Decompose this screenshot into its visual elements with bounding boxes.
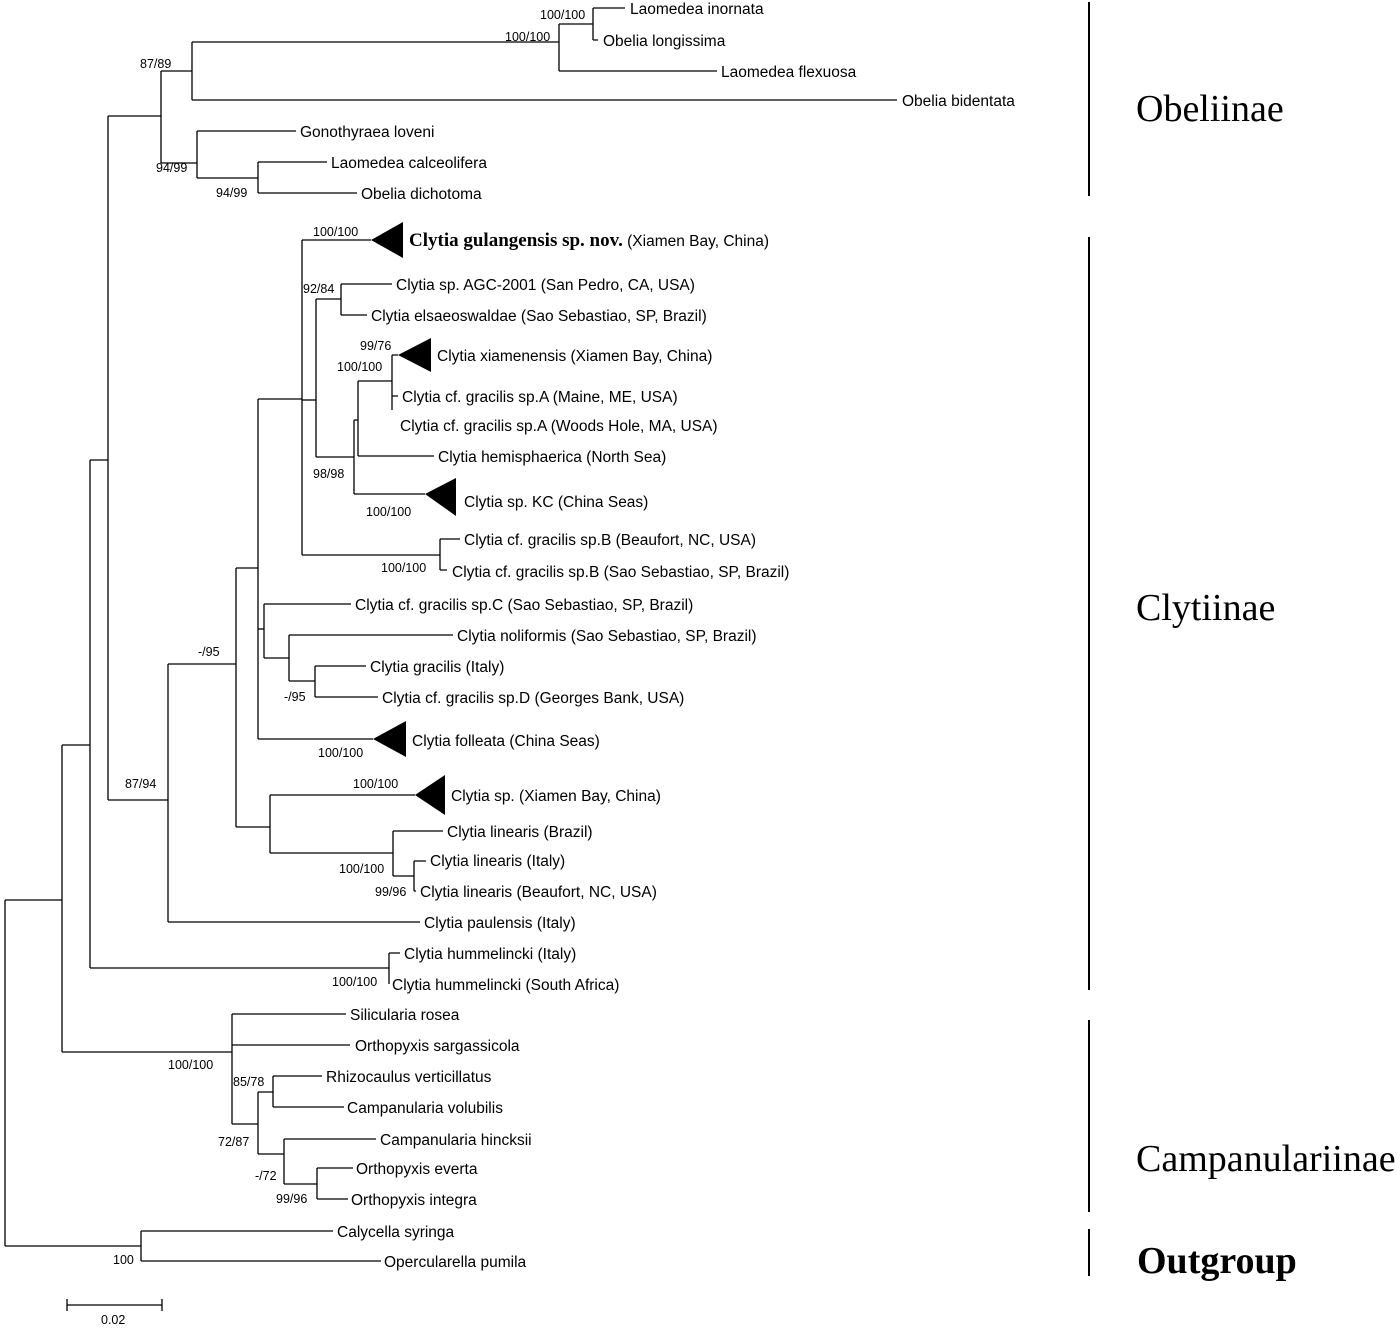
support-value: -/95 [284,690,306,704]
taxon-label: Clytia hummelincki (Italy) [404,946,576,963]
taxon-label: Obelia dichotoma [361,186,482,203]
taxon-label: Orthopyxis everta [356,1161,478,1178]
taxon-locality: (Xiamen Bay, China) [623,233,769,250]
taxon-name-bold: Clytia gulangensis sp. nov. [409,230,623,251]
taxon-label: Clytia sp. KC (China Seas) [464,494,648,511]
support-value: 100/100 [540,8,585,22]
taxon-label: Clytia elsaeoswaldae (Sao Sebastiao, SP,… [371,308,707,325]
collapsed-clade-triangle [371,222,403,258]
support-value: 99/96 [375,885,406,899]
collapsed-clade-triangle [425,478,456,516]
support-value: 100/100 [339,862,384,876]
group-brackets: Obeliinae Clytiinae Campanulariinae Outg… [1088,2,1396,1282]
taxon-label: Clytia cf. gracilis sp.C (Sao Sebastiao,… [355,597,693,614]
collapsed-clade-triangle [398,338,431,372]
taxon-label: Laomedea inornata [630,1,764,18]
scale-bar: 0.02 [66,1299,163,1327]
support-value: 100/100 [505,30,550,44]
support-value: 100/100 [313,225,358,239]
taxon-label: Silicularia rosea [350,1007,460,1024]
support-value: 100/100 [381,561,426,575]
taxon-label-new-species: Clytia gulangensis sp. nov. (Xiamen Bay,… [409,230,769,251]
taxon-label: Clytia folleata (China Seas) [412,733,600,750]
taxon-label: Clytia cf. gracilis sp.B (Sao Sebastiao,… [452,564,789,581]
tree-branches [4,7,897,1262]
support-value: -/72 [255,1169,277,1183]
taxon-label: Clytia cf. gracilis sp.A (Maine, ME, USA… [402,389,678,406]
support-values: 100/100 100/100 87/89 94/99 94/99 100/10… [113,8,585,1267]
taxon-label: Clytia gracilis (Italy) [370,659,504,676]
taxon-label: Campanularia volubilis [347,1100,503,1117]
taxon-label: Campanularia hincksii [380,1132,532,1149]
support-value: 100/100 [366,505,411,519]
taxon-label: Obelia longissima [603,33,726,50]
taxon-label: Clytia paulensis (Italy) [424,915,576,932]
taxon-label: Clytia linearis (Brazil) [447,824,593,841]
taxon-label: Calycella syringa [337,1224,455,1241]
scale-bar-label: 0.02 [101,1313,125,1327]
taxon-label: Orthopyxis integra [351,1192,477,1209]
support-value: 99/76 [360,339,391,353]
support-value: 100/100 [168,1058,213,1072]
taxon-label: Laomedea calceolifera [331,155,487,172]
collapsed-clade-triangle [373,721,406,757]
support-value: 87/94 [125,777,156,791]
taxon-label: Clytia linearis (Beaufort, NC, USA) [420,884,657,901]
taxon-label: Clytia sp. (Xiamen Bay, China) [451,788,661,805]
group-label-clytiinae: Clytiinae [1136,587,1275,629]
taxon-label: Gonothyraea loveni [300,124,434,141]
taxon-label: Clytia cf. gracilis sp.A (Woods Hole, MA… [400,418,718,435]
support-value: 100/100 [337,360,382,374]
taxon-label: Clytia xiamenensis (Xiamen Bay, China) [437,348,712,365]
support-value: -/95 [198,645,220,659]
taxon-label: Opercularella pumila [384,1254,527,1271]
support-value: 100/100 [353,777,398,791]
taxon-label: Laomedea flexuosa [721,64,857,81]
support-value: 100/100 [318,746,363,760]
collapsed-clades [371,222,456,815]
support-value: 99/96 [276,1192,307,1206]
collapsed-clade-triangle [415,775,445,815]
group-label-obeliinae: Obeliinae [1136,88,1284,130]
scale-bar-line [66,1299,163,1311]
taxon-label: Clytia linearis (Italy) [430,853,565,870]
taxon-label: Clytia hummelincki (South Africa) [392,977,619,994]
support-value: 72/87 [218,1135,249,1149]
support-value: 87/89 [140,57,171,71]
taxon-label: Clytia sp. AGC-2001 (San Pedro, CA, USA) [396,277,695,294]
group-label-campanulariinae: Campanulariinae [1136,1138,1396,1180]
taxon-label: Obelia bidentata [902,93,1015,110]
support-value: 94/99 [156,161,187,175]
taxon-label: Rhizocaulus verticillatus [326,1069,492,1086]
group-label-outgroup: Outgroup [1137,1240,1297,1282]
taxon-label: Orthopyxis sargassicola [355,1038,520,1055]
taxon-label: Clytia hemisphaerica (North Sea) [438,449,666,466]
support-value: 94/99 [216,186,247,200]
support-value: 100 [113,1253,134,1267]
taxon-labels: Laomedea inornata Obelia longissima Laom… [300,1,1015,1271]
taxon-label: Clytia noliformis (Sao Sebastiao, SP, Br… [457,628,757,645]
support-value: 85/78 [233,1075,264,1089]
support-value: 92/84 [303,282,334,296]
support-value: 100/100 [332,975,377,989]
support-value: 98/98 [313,467,344,481]
taxon-label: Clytia cf. gracilis sp.B (Beaufort, NC, … [464,532,756,549]
taxon-label: Clytia cf. gracilis sp.D (Georges Bank, … [382,690,684,707]
